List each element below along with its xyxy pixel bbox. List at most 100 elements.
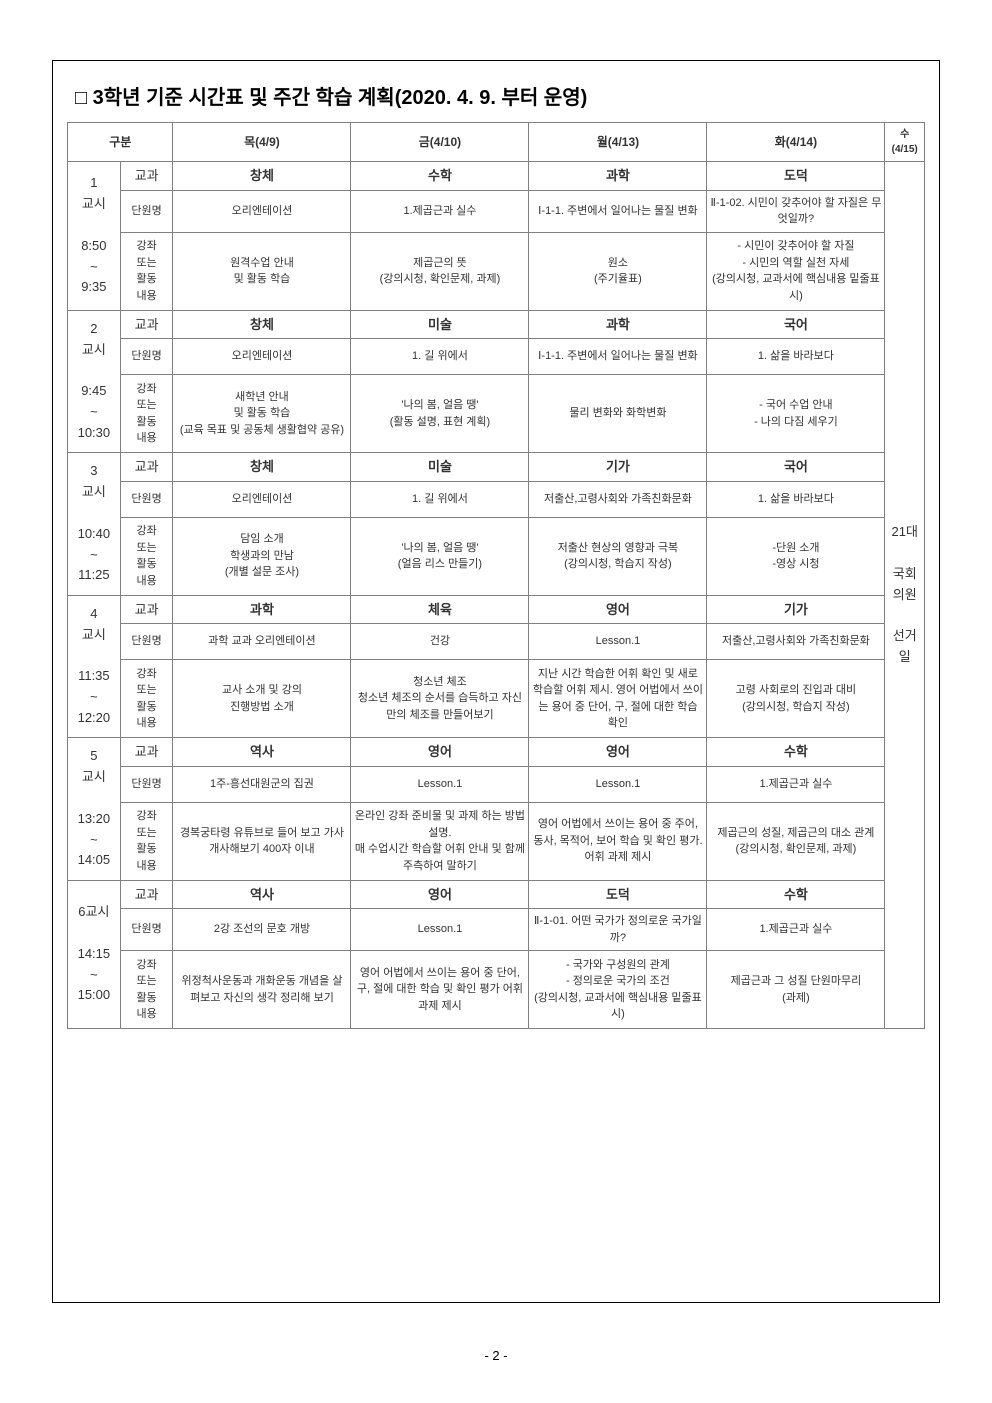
subject-cell: 수학 — [707, 738, 885, 767]
schedule-table: 구분 목(4/9) 금(4/10) 월(4/13) 화(4/14) 수 (4/1… — [67, 122, 925, 1029]
subject-row: 4 교시 11:35 ~ 12:20교과과학체육영어기가 — [68, 595, 925, 624]
row-label-unit: 단원명 — [120, 624, 173, 660]
subject-cell: 과학 — [173, 595, 351, 624]
unit-cell: 1.제곱근과 실수 — [707, 766, 885, 802]
activity-row: 강좌 또는 활동 내용경복궁타령 유튜브로 들어 보고 가사 개사해보기 400… — [68, 802, 925, 880]
activity-cell: 원소 (주기율표) — [529, 232, 707, 310]
period-cell: 2 교시 9:45 ~ 10:30 — [68, 310, 121, 453]
activity-cell: 고령 사회로의 진입과 대비 (강의시청, 학습지 작성) — [707, 660, 885, 738]
unit-cell: 오리엔테이션 — [173, 339, 351, 375]
unit-cell: Ⅰ-1-1. 주변에서 일어나는 물질 변화 — [529, 339, 707, 375]
activity-cell: 지난 시간 학습한 어휘 확인 및 새로 학습할 어휘 제시. 영어 어법에서 … — [529, 660, 707, 738]
activity-cell: 제곱근과 그 성질 단원마무리 (과제) — [707, 951, 885, 1029]
period-cell: 4 교시 11:35 ~ 12:20 — [68, 595, 121, 738]
row-label-subject: 교과 — [120, 162, 173, 191]
activity-cell: - 국가와 구성원의 관계 - 정의로운 국가의 조건 (강의시청, 교과서에 … — [529, 951, 707, 1029]
row-label-unit: 단원명 — [120, 190, 173, 232]
activity-cell: '나의 봄, 얼음 땡' (활동 설명, 표현 계획) — [351, 375, 529, 453]
activity-cell: 교사 소개 및 강의 진행방법 소개 — [173, 660, 351, 738]
activity-cell: 영어 어법에서 쓰이는 용어 중 주어, 동사, 목적어, 보어 학습 및 확인… — [529, 802, 707, 880]
row-label-activity: 강좌 또는 활동 내용 — [120, 802, 173, 880]
subject-cell: 영어 — [529, 595, 707, 624]
header-fri: 금(4/10) — [351, 123, 529, 162]
activity-cell: 영어 어법에서 쓰이는 용어 중 단어, 구, 절에 대한 학습 및 확인 평가… — [351, 951, 529, 1029]
unit-row: 단원명오리엔테이션1. 길 위에서Ⅰ-1-1. 주변에서 일어나는 물질 변화1… — [68, 339, 925, 375]
activity-cell: 온라인 강좌 준비물 및 과제 하는 방법 설명. 매 수업시간 학습할 어휘 … — [351, 802, 529, 880]
activity-cell: -단원 소개 -영상 시청 — [707, 517, 885, 595]
activity-cell: 원격수업 안내 및 활동 학습 — [173, 232, 351, 310]
unit-row: 단원명오리엔테이션1.제곱근과 실수Ⅰ-1-1. 주변에서 일어나는 물질 변화… — [68, 190, 925, 232]
activity-cell: 경복궁타령 유튜브로 들어 보고 가사 개사해보기 400자 이내 — [173, 802, 351, 880]
page-title: □ 3학년 기준 시간표 및 주간 학습 계획(2020. 4. 9. 부터 운… — [67, 81, 925, 110]
subject-cell: 과학 — [529, 162, 707, 191]
header-wed: 수 (4/15) — [885, 123, 925, 162]
header-gubun: 구분 — [68, 123, 173, 162]
unit-row: 단원명과학 교과 오리엔테이션건강Lesson.1저출산,고령사회와 가족친화문… — [68, 624, 925, 660]
activity-cell: '나의 봄, 얼음 땡' (얼음 리스 만들기) — [351, 517, 529, 595]
activity-cell: 새학년 안내 및 활동 학습 (교육 목표 및 공동체 생활협약 공유) — [173, 375, 351, 453]
period-cell: 5 교시 13:20 ~ 14:05 — [68, 738, 121, 881]
subject-cell: 기가 — [529, 453, 707, 482]
unit-row: 단원명2강 조선의 문호 개방Lesson.1Ⅱ-1-01. 어떤 국가가 정의… — [68, 909, 925, 951]
row-label-unit: 단원명 — [120, 766, 173, 802]
unit-cell: Lesson.1 — [529, 766, 707, 802]
page-number: - 2 - — [0, 1348, 992, 1363]
row-label-activity: 강좌 또는 활동 내용 — [120, 951, 173, 1029]
activity-cell: 제곱근의 성질, 제곱근의 대소 관계 (강의시청, 확인문제, 과제) — [707, 802, 885, 880]
row-label-subject: 교과 — [120, 595, 173, 624]
row-label-subject: 교과 — [120, 880, 173, 909]
subject-cell: 도덕 — [707, 162, 885, 191]
unit-cell: Ⅰ-1-1. 주변에서 일어나는 물질 변화 — [529, 190, 707, 232]
subject-cell: 과학 — [529, 310, 707, 339]
subject-cell: 영어 — [351, 738, 529, 767]
activity-cell: - 국어 수업 안내 - 나의 다짐 세우기 — [707, 375, 885, 453]
row-label-activity: 강좌 또는 활동 내용 — [120, 660, 173, 738]
unit-cell: 1. 삶을 바라보다 — [707, 481, 885, 517]
subject-row: 3 교시 10:40 ~ 11:25교과창체미술기가국어 — [68, 453, 925, 482]
row-label-activity: 강좌 또는 활동 내용 — [120, 375, 173, 453]
unit-cell: 저출산,고령사회와 가족친화문화 — [707, 624, 885, 660]
subject-cell: 역사 — [173, 738, 351, 767]
activity-cell: - 시민이 갖추어야 할 자질 - 시민의 역할 실천 자세 (강의시청, 교과… — [707, 232, 885, 310]
period-cell: 3 교시 10:40 ~ 11:25 — [68, 453, 121, 596]
unit-cell: 오리엔테이션 — [173, 481, 351, 517]
unit-cell: 1.제곱근과 실수 — [707, 909, 885, 951]
activity-cell: 위정척사운동과 개화운동 개념을 살펴보고 자신의 생각 정리해 보기 — [173, 951, 351, 1029]
activity-cell: 제곱근의 뜻 (강의시청, 확인문제, 과제) — [351, 232, 529, 310]
unit-cell: 1. 길 위에서 — [351, 481, 529, 517]
row-label-unit: 단원명 — [120, 339, 173, 375]
subject-cell: 기가 — [707, 595, 885, 624]
row-label-subject: 교과 — [120, 310, 173, 339]
header-row: 구분 목(4/9) 금(4/10) 월(4/13) 화(4/14) 수 (4/1… — [68, 123, 925, 162]
table-body: 1 교시 8:50 ~ 9:35교과창체수학과학도덕21대 국회 의원 선거 일… — [68, 162, 925, 1029]
activity-row: 강좌 또는 활동 내용위정척사운동과 개화운동 개념을 살펴보고 자신의 생각 … — [68, 951, 925, 1029]
subject-cell: 창체 — [173, 310, 351, 339]
unit-cell: 2강 조선의 문호 개방 — [173, 909, 351, 951]
subject-cell: 체육 — [351, 595, 529, 624]
subject-row: 6교시 14:15 ~ 15:00교과역사영어도덕수학 — [68, 880, 925, 909]
header-tue: 화(4/14) — [707, 123, 885, 162]
subject-cell: 미술 — [351, 310, 529, 339]
period-cell: 1 교시 8:50 ~ 9:35 — [68, 162, 121, 311]
unit-cell: Lesson.1 — [529, 624, 707, 660]
unit-cell: Lesson.1 — [351, 909, 529, 951]
row-label-activity: 강좌 또는 활동 내용 — [120, 517, 173, 595]
subject-cell: 영어 — [351, 880, 529, 909]
unit-cell: 1.제곱근과 실수 — [351, 190, 529, 232]
subject-row: 1 교시 8:50 ~ 9:35교과창체수학과학도덕21대 국회 의원 선거 일 — [68, 162, 925, 191]
activity-row: 강좌 또는 활동 내용담임 소개 학생과의 만남 (개별 설문 조사)'나의 봄… — [68, 517, 925, 595]
activity-cell: 저출산 현상의 영향과 극복 (강의시청, 학습지 작성) — [529, 517, 707, 595]
wed-merged-cell: 21대 국회 의원 선거 일 — [885, 162, 925, 1029]
subject-cell: 수학 — [707, 880, 885, 909]
subject-cell: 국어 — [707, 453, 885, 482]
unit-cell: 오리엔테이션 — [173, 190, 351, 232]
activity-row: 강좌 또는 활동 내용교사 소개 및 강의 진행방법 소개청소년 체조 청소년 … — [68, 660, 925, 738]
unit-cell: Ⅱ-1-02. 시민이 갖추어야 할 자질은 무엇일까? — [707, 190, 885, 232]
activity-row: 강좌 또는 활동 내용새학년 안내 및 활동 학습 (교육 목표 및 공동체 생… — [68, 375, 925, 453]
subject-cell: 창체 — [173, 453, 351, 482]
unit-cell: 과학 교과 오리엔테이션 — [173, 624, 351, 660]
period-cell: 6교시 14:15 ~ 15:00 — [68, 880, 121, 1029]
header-mon: 월(4/13) — [529, 123, 707, 162]
subject-row: 2 교시 9:45 ~ 10:30교과창체미술과학국어 — [68, 310, 925, 339]
subject-cell: 국어 — [707, 310, 885, 339]
